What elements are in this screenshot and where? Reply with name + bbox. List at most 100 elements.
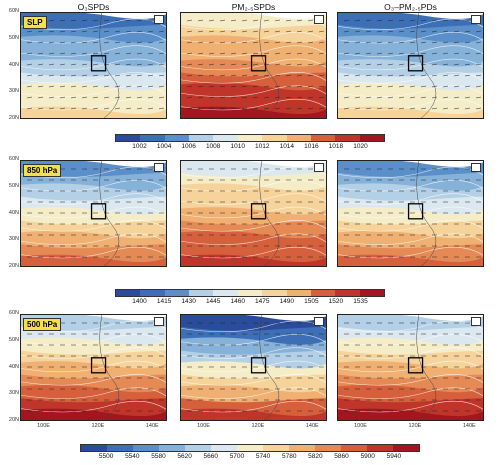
column-title-3: O₃–PM₂.₅PDs: [384, 2, 437, 12]
colorbar-label: 5500: [98, 453, 114, 460]
lat-label: 20N: [8, 115, 19, 121]
colorbar-swatch: [341, 445, 367, 451]
lat-label: 50N: [8, 34, 19, 41]
colorbar-swatch: [116, 290, 141, 296]
colorbar-label: 5900: [360, 453, 375, 460]
map-panel-r2c2: [180, 160, 327, 267]
colorbar-label: 1020: [353, 143, 368, 150]
colorbar-label: 1010: [230, 143, 245, 150]
colorbar-label: 5820: [308, 453, 323, 460]
colorbar-label: 5620: [177, 453, 192, 460]
reference-vector-box: [154, 317, 164, 326]
colorbar-label: 5780: [281, 453, 297, 460]
map-field: [338, 161, 483, 266]
map-panel-r1c2: [180, 12, 327, 119]
map-panel-r2c3: [337, 160, 484, 267]
colorbar-label: 1016: [304, 143, 319, 150]
lon-label: 100E: [197, 423, 210, 429]
reference-vector-box: [154, 163, 164, 172]
colorbar-swatch: [286, 290, 311, 296]
colorbar-label: 5940: [386, 453, 402, 460]
map-field: [338, 315, 483, 420]
colorbar: [80, 444, 420, 452]
colorbar-label: 1430: [181, 298, 196, 305]
lat-label: 40N: [8, 61, 19, 68]
reference-vector-box: [471, 15, 481, 24]
colorbar-swatch: [133, 445, 159, 451]
colorbar-swatch: [335, 135, 360, 141]
colorbar-label: 1460: [230, 298, 245, 305]
lat-label: 40N: [8, 363, 19, 370]
colorbar-swatch: [140, 135, 165, 141]
map-panel-r3c1: 500 hPa: [20, 314, 167, 421]
reference-vector-box: [314, 15, 324, 24]
colorbar-label: 5700: [229, 453, 245, 460]
lon-label: 120E: [91, 423, 105, 429]
reference-vector-box: [314, 163, 324, 172]
colorbar-label: 1004: [156, 143, 172, 150]
map-field: [21, 13, 166, 118]
colorbar-swatch: [289, 445, 315, 451]
column-title-1: O₃SPDs: [77, 2, 110, 12]
colorbar-swatch: [262, 135, 287, 141]
map-field: [21, 315, 166, 420]
map-field: [338, 13, 483, 118]
lon-label: 100E: [37, 423, 50, 429]
lon-label: 120E: [251, 423, 265, 429]
map-field: [181, 161, 326, 266]
lat-label: 60N: [8, 310, 19, 316]
lon-label: 100E: [354, 423, 367, 429]
colorbar-swatch: [359, 135, 384, 141]
map-panel-r1c3: [337, 12, 484, 119]
colorbar-label: 1475: [255, 298, 270, 305]
colorbar: [115, 289, 385, 297]
colorbar-label: 1008: [205, 143, 221, 150]
colorbar-label: 1014: [279, 143, 295, 150]
map-panel-r1c1: SLP: [20, 12, 167, 119]
lon-label: 140E: [145, 423, 159, 429]
lon-label: 120E: [408, 423, 422, 429]
colorbar-label: 1535: [353, 298, 368, 305]
colorbar-label: 1006: [181, 143, 196, 150]
lat-label: 20N: [8, 417, 19, 423]
colorbar-label: 5740: [255, 453, 271, 460]
reference-vector-box: [471, 163, 481, 172]
colorbar-swatch: [237, 135, 263, 141]
colorbar-swatch: [286, 135, 311, 141]
map-panel-r3c2: [180, 314, 327, 421]
colorbar-label: 1012: [255, 143, 270, 150]
colorbar-label: 1445: [205, 298, 221, 305]
lat-label: 30N: [8, 88, 19, 95]
colorbar-swatch: [164, 290, 190, 296]
lat-label: 40N: [8, 209, 19, 216]
colorbar-swatch: [310, 290, 336, 296]
colorbar-label: 5860: [334, 453, 349, 460]
colorbar-swatch: [107, 445, 133, 451]
colorbar-label: 5580: [151, 453, 166, 460]
colorbar-swatch: [263, 445, 289, 451]
colorbar-swatch: [262, 290, 287, 296]
colorbar-label: 1490: [279, 298, 295, 305]
colorbar: [115, 134, 385, 142]
colorbar-label: 1415: [156, 298, 172, 305]
reference-vector-box: [314, 317, 324, 326]
level-label: 500 hPa: [23, 318, 62, 331]
colorbar-swatch: [189, 290, 214, 296]
colorbar-swatch: [185, 445, 211, 451]
colorbar-swatch: [335, 290, 360, 296]
reference-vector-box: [154, 15, 164, 24]
colorbar-swatch: [116, 135, 141, 141]
colorbar-label: 1400: [132, 298, 147, 305]
lon-label: 140E: [305, 423, 319, 429]
colorbar-label: 5660: [203, 453, 218, 460]
colorbar-swatch: [359, 290, 384, 296]
level-label: 850 hPa: [23, 164, 62, 177]
colorbar-swatch: [393, 445, 419, 451]
lat-label: 50N: [8, 336, 19, 343]
colorbar-swatch: [211, 445, 237, 451]
lat-label: 20N: [8, 263, 19, 269]
colorbar-swatch: [81, 445, 107, 451]
colorbar-swatch: [164, 135, 190, 141]
colorbar-label: 1018: [328, 143, 344, 150]
